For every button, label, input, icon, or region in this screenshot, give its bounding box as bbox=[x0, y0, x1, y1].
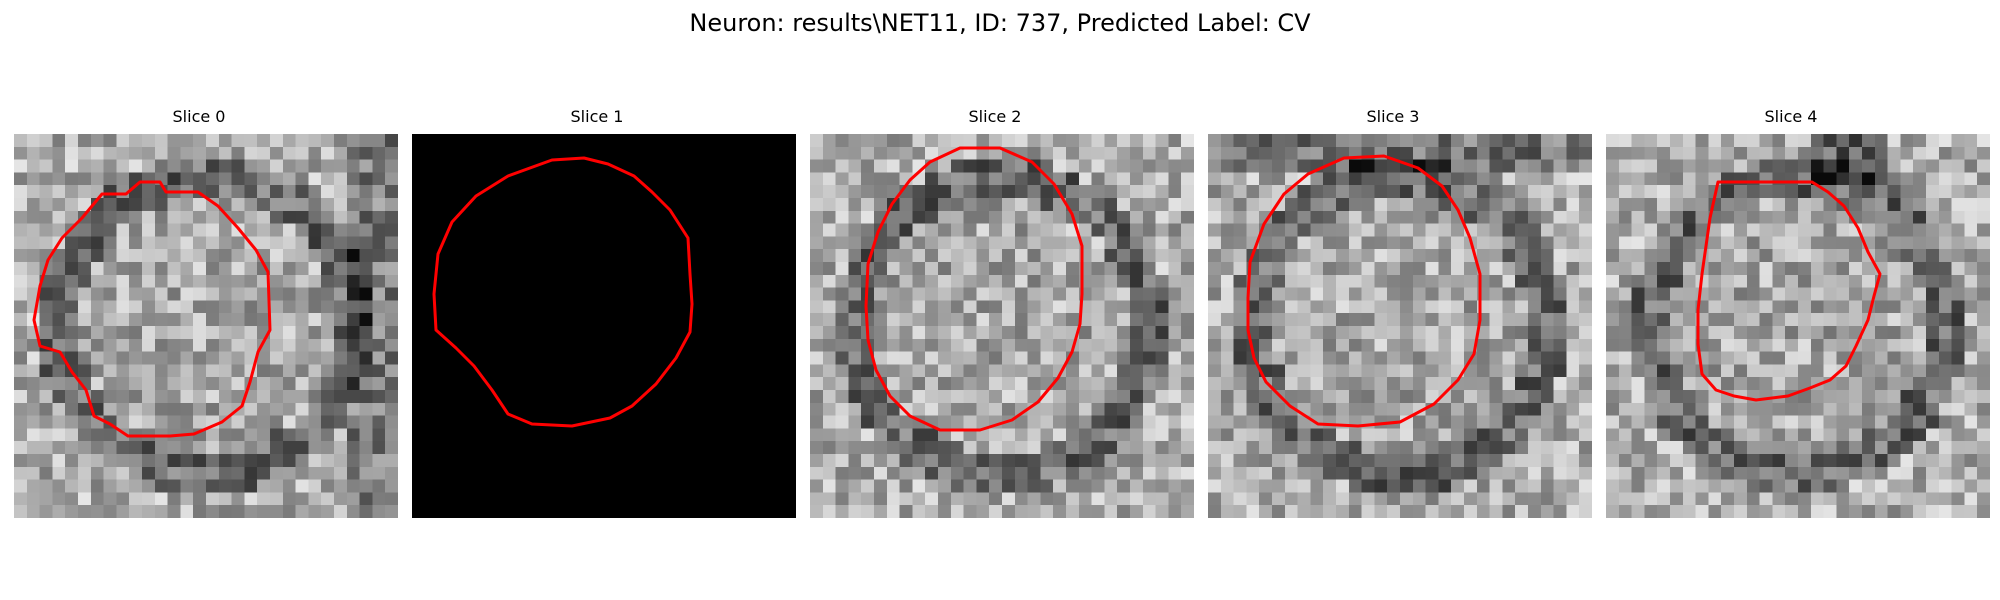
segmentation-contour bbox=[432, 156, 694, 428]
slice-panel-4: Slice 4 bbox=[1592, 107, 1990, 528]
pixel-grid bbox=[14, 134, 398, 518]
slice-title: Slice 2 bbox=[968, 107, 1022, 126]
segmentation-contour bbox=[32, 180, 272, 438]
segmentation-contour bbox=[1246, 154, 1482, 428]
slice-title: Slice 4 bbox=[1764, 107, 1818, 126]
slice-image-1 bbox=[412, 134, 796, 518]
slice-image-3 bbox=[1208, 134, 1592, 518]
slice-panel-1: Slice 1 bbox=[398, 107, 796, 528]
slice-title: Slice 0 bbox=[172, 107, 226, 126]
slice-panel-0: Slice 0 bbox=[0, 107, 398, 528]
slice-background bbox=[412, 134, 796, 518]
slice-panel-3: Slice 3 bbox=[1194, 107, 1592, 528]
slice-title: Slice 3 bbox=[1366, 107, 1420, 126]
pixel-grid bbox=[1208, 134, 1592, 518]
pixel-grid bbox=[1606, 134, 1990, 518]
segmentation-contour bbox=[1696, 180, 1882, 402]
slice-panel-2: Slice 2 bbox=[796, 107, 1194, 528]
slice-image-0 bbox=[14, 134, 398, 518]
slice-image-4 bbox=[1606, 134, 1990, 518]
figure-title: Neuron: results\NET11, ID: 737, Predicte… bbox=[689, 9, 1311, 37]
segmentation-contour bbox=[864, 146, 1084, 432]
slice-title: Slice 1 bbox=[570, 107, 624, 126]
slice-image-2 bbox=[810, 134, 1194, 518]
